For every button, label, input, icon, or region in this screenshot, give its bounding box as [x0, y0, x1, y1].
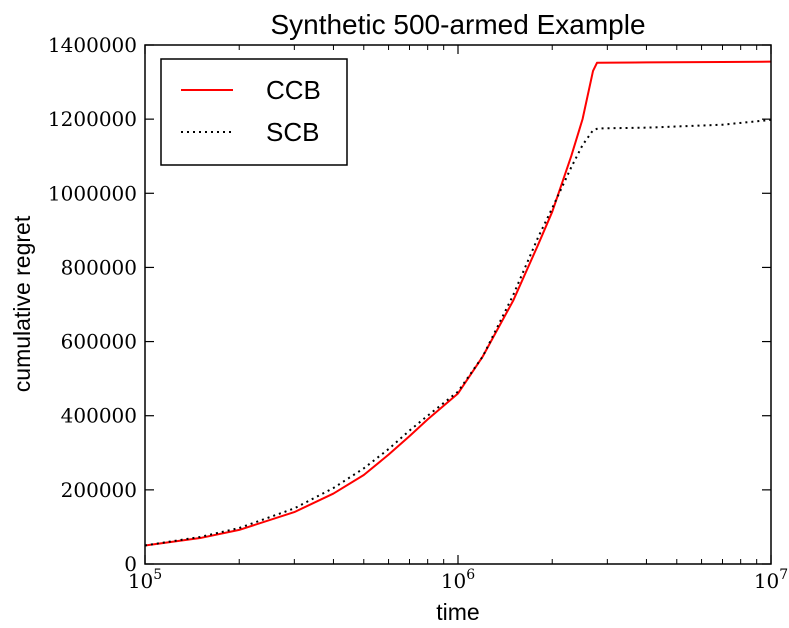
legend: CCB SCB — [160, 58, 348, 166]
y-tick-label: 200000 — [61, 478, 137, 502]
y-tick-label: 600000 — [61, 330, 137, 354]
series-layer — [145, 60, 771, 547]
legend-label-scb: SCB — [266, 117, 319, 147]
y-tick-label: 0 — [124, 552, 137, 576]
y-tick-label: 800000 — [61, 255, 137, 279]
x-axis-label: time — [436, 599, 479, 625]
x-tick-label: 107 — [754, 567, 788, 593]
y-tick-label: 1200000 — [48, 107, 137, 131]
y-ticks: 0 200000 400000 600000 800000 1000000 1200000 1… — [48, 33, 771, 576]
x-tick-label: 106 — [441, 567, 475, 593]
x-ticks: 105 106 107 — [128, 45, 788, 593]
series-line-ccb — [145, 60, 771, 547]
y-tick-label: 400000 — [61, 404, 137, 428]
plot-area — [145, 60, 771, 547]
y-tick-label: 1000000 — [48, 181, 137, 205]
series-line-scb — [145, 118, 771, 547]
legend-box — [160, 58, 348, 166]
chart-title: Synthetic 500-armed Example — [270, 9, 645, 40]
x-tick-label: 105 — [128, 567, 162, 593]
y-tick-label: 1400000 — [48, 33, 137, 57]
y-axis-label: cumulative regret — [9, 215, 35, 392]
legend-label-ccb: CCB — [266, 75, 321, 105]
